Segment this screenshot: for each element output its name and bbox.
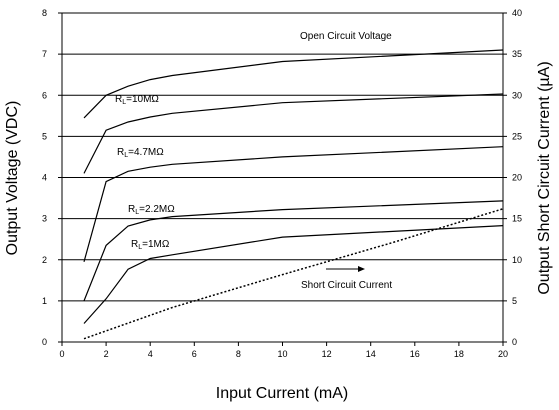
y2-tick-label: 30 — [512, 90, 522, 100]
y-tick-label: 0 — [42, 337, 47, 347]
series-line-short-circuit-current — [83, 208, 504, 340]
y2-tick-label: 0 — [512, 337, 517, 347]
series-line-rl-2-2m — [83, 200, 504, 302]
arrowhead-icon — [358, 266, 365, 272]
x-tick-label: 14 — [366, 349, 376, 359]
y2-tick-label: 10 — [512, 255, 522, 265]
y-tick-label: 7 — [42, 49, 47, 59]
x-tick-label: 18 — [454, 349, 464, 359]
y2-tick-label: 25 — [512, 131, 522, 141]
rl-2-2m-label: RL=2.2MΩ — [128, 204, 175, 216]
y-tick-label: 8 — [42, 8, 47, 18]
x-tick-label: 4 — [148, 349, 153, 359]
rl-1m-label: RL=1MΩ — [131, 239, 170, 251]
y-tick-label: 3 — [42, 214, 47, 224]
y2-tick-label: 35 — [512, 49, 522, 59]
y2-tick-label: 15 — [512, 214, 522, 224]
rl-10m-label: RL=10MΩ — [115, 94, 159, 106]
y-tick-label: 5 — [42, 131, 47, 141]
y2-tick-label: 5 — [512, 296, 517, 306]
x-axis-label: Input Current (mA) — [216, 385, 348, 402]
y-axis-label: Output Voltage (VDC) — [4, 101, 21, 256]
x-tick-label: 12 — [322, 349, 332, 359]
x-tick-label: 20 — [498, 349, 508, 359]
y2-axis-label: Output Short Circuit Current (µA) — [536, 61, 553, 294]
x-tick-label: 10 — [277, 349, 287, 359]
x-tick-label: 2 — [104, 349, 109, 359]
y2-tick-label: 20 — [512, 173, 522, 183]
x-tick-label: 8 — [236, 349, 241, 359]
series-line-rl-10m — [83, 93, 504, 174]
series-line-rl-4-7m — [83, 146, 504, 262]
rl-4-7m-label: RL=4.7MΩ — [117, 147, 164, 159]
short-circuit-current-label: Short Circuit Current — [301, 280, 392, 291]
y-tick-label: 6 — [42, 90, 47, 100]
series-lines — [83, 49, 504, 340]
y-tick-label: 1 — [42, 296, 47, 306]
series-line-open-circuit-voltage — [83, 49, 504, 119]
y-tick-label: 4 — [42, 173, 47, 183]
series-line-rl-1m — [83, 225, 504, 324]
open-circuit-voltage-label: Open Circuit Voltage — [300, 31, 392, 42]
y2-tick-label: 40 — [512, 8, 522, 18]
x-tick-label: 0 — [59, 349, 64, 359]
x-tick-label: 6 — [192, 349, 197, 359]
x-tick-label: 16 — [410, 349, 420, 359]
y-tick-label: 2 — [42, 255, 47, 265]
